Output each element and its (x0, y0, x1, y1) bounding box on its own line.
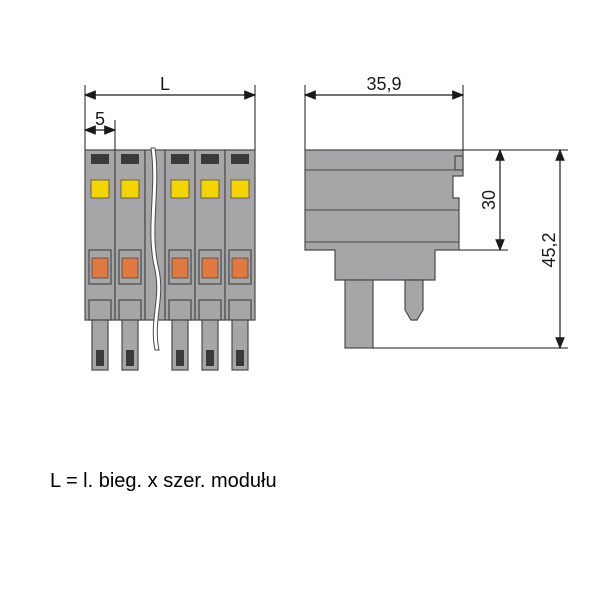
dim-width: 35,9 (366, 74, 401, 94)
caption-text: L = l. bieg. x szer. modułu (50, 470, 277, 493)
drawing-stage: L 5 35,9 30 45,2 L = (0, 0, 600, 600)
side-view (305, 150, 463, 348)
front-dimensions: L 5 (85, 74, 255, 150)
section-break (145, 148, 165, 350)
dim-L: L (160, 74, 170, 94)
technical-drawing: L 5 35,9 30 45,2 (0, 0, 600, 600)
front-view (85, 148, 255, 370)
dim-pitch: 5 (95, 109, 105, 129)
dim-h30: 30 (479, 190, 499, 210)
dim-h452: 45,2 (539, 232, 559, 267)
